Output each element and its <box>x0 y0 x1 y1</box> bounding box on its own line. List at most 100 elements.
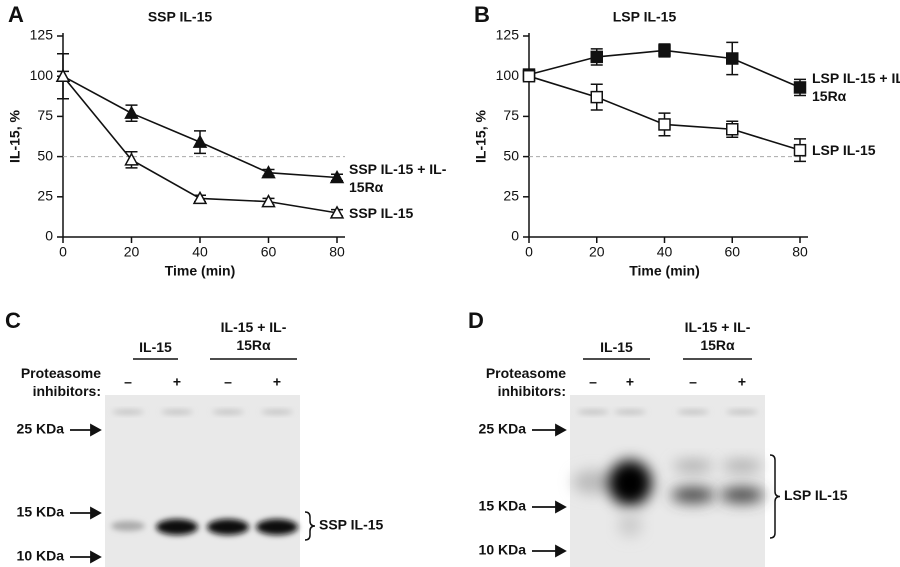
band <box>722 460 762 472</box>
faint-band <box>677 410 709 414</box>
point <box>329 205 345 219</box>
x-tick-label: 60 <box>724 244 740 260</box>
series-label-box: SSP IL-15 + IL-15Rα <box>349 160 447 195</box>
blot <box>105 395 300 567</box>
size-marker: 15 KDa <box>479 498 527 514</box>
lane-group: IL-15 + IL-15Rα <box>684 319 751 353</box>
size-marker: 10 KDa <box>479 542 527 558</box>
point <box>726 123 739 136</box>
point <box>590 90 603 104</box>
series-label: SSP IL-15 + IL-15Rα <box>349 160 447 195</box>
point <box>192 190 208 205</box>
series-label-box: LSP IL-15 <box>812 142 876 159</box>
series-label: SSP IL-15 <box>349 204 414 221</box>
y-tick-label: 25 <box>37 188 53 204</box>
band-label: LSP IL-15 <box>784 487 848 503</box>
y-tick-label: 25 <box>503 188 519 204</box>
y-tick-label: 100 <box>30 67 54 83</box>
point <box>658 44 671 57</box>
x-tick-label: 80 <box>329 244 345 260</box>
point <box>124 152 139 166</box>
y-tick-label: 0 <box>511 228 519 244</box>
size-marker: 25 KDa <box>17 421 65 437</box>
band <box>608 460 652 506</box>
marker-arrow <box>70 550 102 564</box>
series-label: LSP IL-15 + IL-15Rα <box>812 70 900 105</box>
faint-band <box>161 410 193 414</box>
y-axis-label: IL-15, % <box>473 109 489 162</box>
band <box>673 460 713 472</box>
band-label: SSP IL-15 <box>319 517 384 533</box>
lane-group-box: IL-15 + IL-15Rα <box>684 319 751 353</box>
point <box>261 165 276 179</box>
point <box>192 134 208 148</box>
y-tick-label: 100 <box>496 67 520 83</box>
lane-label: + <box>173 374 181 390</box>
lane-label: – <box>124 374 132 390</box>
faint-band <box>261 410 293 414</box>
y-tick-label: 50 <box>503 147 519 163</box>
point <box>658 118 671 131</box>
row-label: Proteasome inhibitors: <box>20 365 101 399</box>
y-tick-label: 125 <box>496 27 520 43</box>
band <box>720 487 764 503</box>
x-tick-label: 0 <box>59 244 67 260</box>
y-tick-label: 75 <box>503 107 519 123</box>
y-tick-label: 50 <box>37 147 53 163</box>
point <box>261 194 276 208</box>
faint-band <box>614 410 646 414</box>
marker-arrow <box>532 423 567 437</box>
x-tick-label: 0 <box>525 244 533 260</box>
row-label-box: Proteasome inhibitors: <box>20 365 101 399</box>
point <box>55 68 71 82</box>
faint-band <box>726 410 758 414</box>
lane-label: – <box>689 374 697 390</box>
faint-band <box>212 410 244 414</box>
lane-group: IL-15 <box>139 339 172 355</box>
size-marker: 15 KDa <box>17 504 65 520</box>
x-tick-label: 20 <box>124 244 140 260</box>
series-label-box: SSP IL-15 <box>349 204 414 221</box>
x-tick-label: 20 <box>589 244 605 260</box>
band <box>256 519 298 535</box>
point <box>522 69 536 83</box>
band <box>156 519 198 535</box>
lane-label: + <box>273 374 281 390</box>
point <box>329 169 345 184</box>
y-tick-label: 75 <box>37 107 53 123</box>
x-axis-label: Time (min) <box>629 263 700 279</box>
size-marker: 10 KDa <box>17 548 65 564</box>
panel-label: A <box>8 2 24 27</box>
bracket <box>304 511 316 541</box>
band <box>111 521 145 531</box>
bracket <box>769 454 781 539</box>
marker-arrow <box>70 423 102 437</box>
series-label: LSP IL-15 <box>812 142 876 159</box>
lane-group: IL-15 <box>600 339 633 355</box>
y-tick-label: 0 <box>45 228 53 244</box>
faint-band <box>112 410 144 414</box>
lane-group-box: IL-15 <box>600 339 633 355</box>
panel-label: B <box>474 2 490 27</box>
lane-label: – <box>589 374 597 390</box>
lane-group: IL-15 + IL-15Rα <box>220 319 287 353</box>
marker-arrow <box>70 506 102 520</box>
x-tick-label: 80 <box>792 244 808 260</box>
point <box>726 52 739 65</box>
point <box>793 143 807 157</box>
marker-arrow <box>532 544 567 558</box>
band <box>573 470 613 494</box>
band <box>671 487 715 503</box>
point <box>793 81 807 94</box>
y-axis-label: IL-15, % <box>7 109 23 162</box>
series-label-box: LSP IL-15 + IL-15Rα <box>812 70 900 105</box>
row-label-box: Proteasome inhibitors: <box>485 365 566 399</box>
row-label: Proteasome inhibitors: <box>485 365 566 399</box>
size-marker: 25 KDa <box>479 421 527 437</box>
band <box>207 519 249 535</box>
lane-group-box: IL-15 <box>139 339 172 355</box>
lane-label: – <box>224 374 232 390</box>
point <box>124 105 139 119</box>
x-axis-label: Time (min) <box>165 263 236 279</box>
